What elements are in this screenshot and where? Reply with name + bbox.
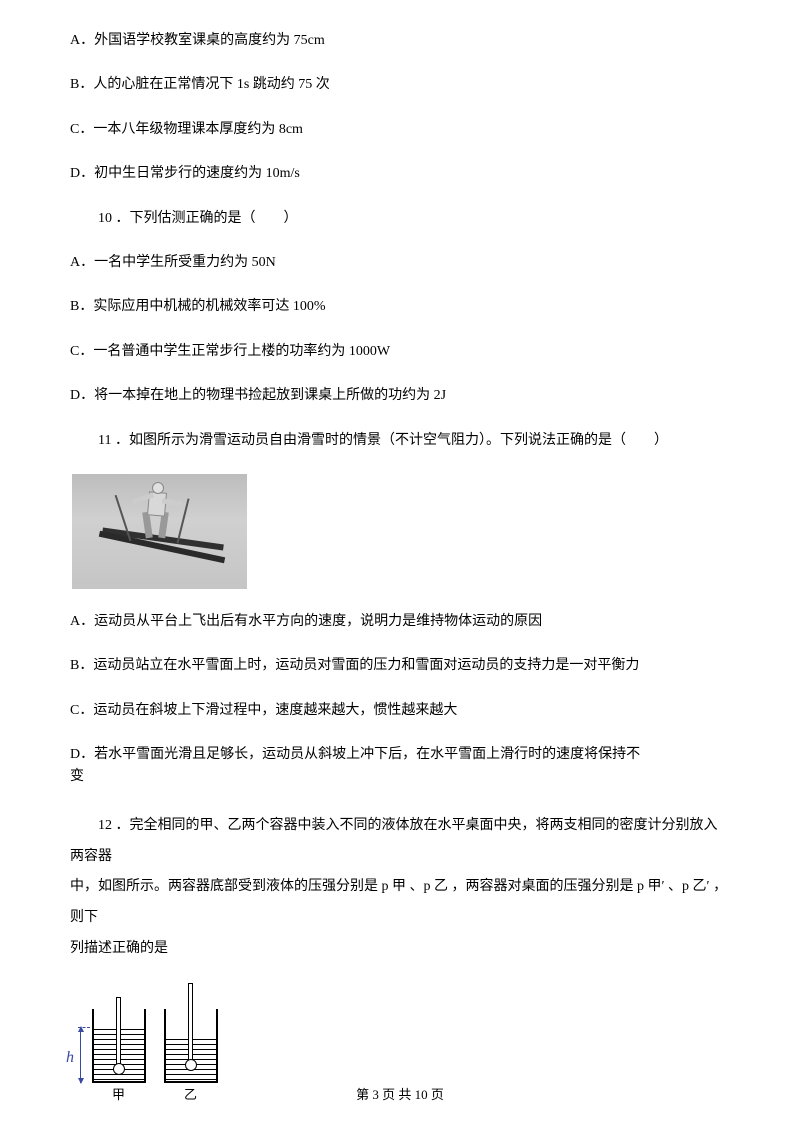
q9-option-b: B．人的心脏在正常情况下 1s 跳动约 75 次	[70, 74, 730, 96]
densimeter-bulb-jia	[113, 1063, 125, 1075]
q11-option-d-line1: D．若水平雪面光滑且足够长，运动员从斜坡上冲下后，在水平雪面上滑行时的速度将保持…	[70, 744, 730, 766]
q11-option-a: A．运动员从平台上飞出后有水平方向的速度，说明力是维持物体运动的原因	[70, 611, 730, 633]
q10-option-d: D．将一本掉在地上的物理书捡起放到课桌上所做的功约为 2J	[70, 385, 730, 407]
q11-option-d-line2: 变	[70, 766, 730, 788]
q12-line2: 中，如图所示。两容器底部受到液体的压强分别是 p 甲 、p 乙 ，两容器对桌面的…	[70, 879, 727, 925]
q9-option-c: C．一本八年级物理课本厚度约为 8cm	[70, 119, 730, 141]
page-footer: 第 3 页 共 10 页	[0, 1085, 800, 1106]
q9-option-a: A．外国语学校教室课桌的高度约为 75cm	[70, 30, 730, 52]
q11-option-c: C．运动员在斜坡上下滑过程中，速度越来越大，惯性越来越大	[70, 700, 730, 722]
densimeter-jia	[116, 997, 121, 1067]
h-dash-line	[78, 1027, 90, 1028]
q10-stem: 10 ．下列估测正确的是（ ）	[70, 208, 730, 230]
densimeter-bulb-yi	[185, 1059, 197, 1071]
h-arrow-icon	[80, 1027, 81, 1083]
h-label: h	[66, 1045, 74, 1071]
q10-option-b: B．实际应用中机械的机械效率可达 100%	[70, 296, 730, 318]
q12-stem: 12 ．完全相同的甲、乙两个容器中装入不同的液体放在水平桌面中央，将两支相同的密…	[70, 811, 730, 965]
densimeter-yi	[188, 983, 193, 1063]
q10-option-c: C．一名普通中学生正常步行上楼的功率约为 1000W	[70, 341, 730, 363]
q11-stem: 11 ．如图所示为滑雪运动员自由滑雪时的情景（不计空气阻力）。下列说法正确的是（…	[70, 430, 730, 452]
q12-line3: 列描述正确的是	[70, 941, 168, 956]
q10-option-a: A．一名中学生所受重力约为 50N	[70, 252, 730, 274]
q9-option-d: D．初中生日常步行的速度约为 10m/s	[70, 163, 730, 185]
skier-head	[152, 482, 164, 494]
q11-figure-skier	[72, 474, 247, 589]
q11-option-b: B．运动员站立在水平雪面上时，运动员对雪面的压力和雪面对运动员的支持力是一对平衡…	[70, 655, 730, 677]
q12-line1: 12 ．完全相同的甲、乙两个容器中装入不同的液体放在水平桌面中央，将两支相同的密…	[70, 818, 718, 864]
